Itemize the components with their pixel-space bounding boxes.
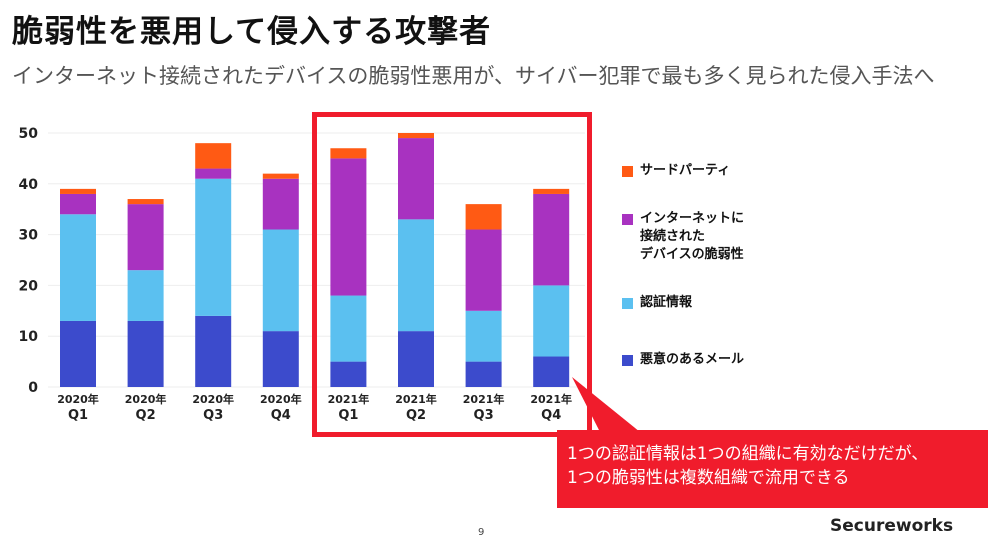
bar-segment (262, 178, 299, 230)
legend-label: サードパーティ (640, 163, 731, 178)
x-tick-label-quarter: Q4 (541, 408, 561, 423)
bar-segment (127, 199, 164, 205)
bar-segment (195, 315, 232, 387)
secureworks-logo: Secureworks (830, 516, 954, 536)
bar-segment (60, 193, 96, 215)
x-tick-label-year: 2021年 (395, 392, 437, 406)
x-tick-label-year: 2020年 (260, 392, 302, 406)
bar-segment (262, 331, 299, 387)
y-tick-label: 50 (19, 126, 39, 142)
legend-item-credentials: 認証情報 (622, 294, 692, 312)
legend-swatch (622, 166, 633, 177)
page-title: 脆弱性を悪用して侵入する攻撃者 (12, 14, 492, 50)
y-tick-label: 30 (19, 228, 39, 244)
bar-segment (195, 143, 232, 169)
x-tick-label-quarter: Q2 (136, 408, 156, 423)
bar-segment (262, 173, 299, 179)
bar-segment (127, 320, 164, 387)
x-tick-label-quarter: Q4 (271, 408, 291, 423)
page-number: 9 (478, 527, 485, 538)
x-tick-label-year: 2021年 (463, 392, 505, 406)
legend-item-malicious-email: 悪意のあるメール (622, 351, 744, 369)
x-tick-label-year: 2021年 (328, 392, 370, 406)
bar-segment (262, 229, 299, 332)
legend-label: 認証情報 (640, 295, 693, 310)
y-tick-label: 40 (19, 177, 39, 193)
bar-segment (533, 285, 570, 357)
legend-swatch (622, 355, 633, 366)
bar-segment (60, 320, 96, 387)
bar-segment (60, 188, 96, 194)
y-tick-label: 0 (28, 380, 38, 396)
bar-segment (127, 270, 164, 321)
legend-item-vulnerability: インターネットに 接続された デバイスの脆弱性 (622, 210, 744, 264)
bar-segment (398, 219, 434, 332)
bar-segment (398, 138, 434, 220)
x-tick-label-year: 2020年 (125, 392, 167, 406)
x-tick-label-year: 2021年 (530, 392, 572, 406)
legend-label: インターネットに 接続された デバイスの脆弱性 (640, 211, 745, 262)
x-tick-label-year: 2020年 (57, 392, 99, 406)
bar-segment (533, 193, 570, 286)
x-tick-label-quarter: Q1 (68, 408, 88, 423)
y-tick-label: 20 (19, 278, 39, 294)
x-tick-label-quarter: Q3 (474, 408, 494, 423)
y-tick-label: 10 (19, 329, 39, 345)
bar-segment (533, 356, 570, 387)
legend-label: 悪意のあるメール (640, 352, 745, 367)
bar-segment (60, 214, 96, 321)
bar-segment (465, 229, 502, 311)
bar-segment (465, 361, 502, 387)
bar-segment (195, 168, 232, 179)
bar-segment (398, 133, 434, 139)
callout-annotation: 1つの認証情報は1つの組織に有効なだけだが、 1つの脆弱性は複数組織で流用できる (557, 430, 988, 508)
legend-swatch (622, 298, 633, 309)
bar-segment (330, 295, 367, 362)
bar-segment (195, 178, 232, 316)
x-tick-label-quarter: Q2 (406, 408, 426, 423)
bar-segment (330, 361, 367, 387)
x-tick-label-quarter: Q1 (338, 408, 358, 423)
bar-segment (330, 148, 367, 159)
x-tick-label-quarter: Q3 (203, 408, 223, 423)
bar-segment (533, 188, 570, 194)
bar-segment (330, 158, 367, 296)
x-tick-label-year: 2020年 (192, 392, 234, 406)
bar-segment (465, 310, 502, 362)
bar-segment (465, 204, 502, 230)
legend-item-third-party: サードパーティ (622, 162, 730, 180)
bar-segment (127, 204, 164, 271)
highlight-box-2021 (312, 112, 592, 437)
legend-swatch (622, 214, 633, 225)
page-subtitle: インターネット接続されたデバイスの脆弱性悪用が、サイバー犯罪で最も多く見られた侵… (12, 64, 935, 88)
bar-segment (398, 331, 434, 387)
